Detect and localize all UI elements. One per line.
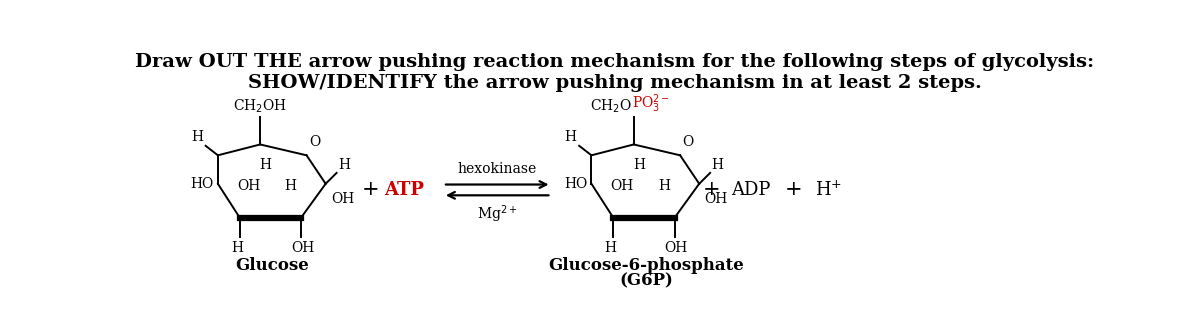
Text: ADP: ADP xyxy=(731,181,770,199)
Text: H: H xyxy=(259,158,271,172)
Text: CH$_2$O: CH$_2$O xyxy=(590,97,632,115)
Text: +: + xyxy=(785,180,802,200)
Text: (G6P): (G6P) xyxy=(619,272,673,289)
Text: H: H xyxy=(634,158,646,172)
Text: OH: OH xyxy=(611,179,634,193)
Text: +: + xyxy=(703,180,721,200)
Text: H: H xyxy=(191,130,203,144)
Text: O: O xyxy=(683,135,694,149)
Text: hexokinase: hexokinase xyxy=(457,162,536,176)
Text: H: H xyxy=(284,179,296,193)
Text: ATP: ATP xyxy=(384,181,425,199)
Text: SHOW/IDENTIFY the arrow pushing mechanism in at least 2 steps.: SHOW/IDENTIFY the arrow pushing mechanis… xyxy=(248,74,982,92)
Text: Draw OUT THE arrow pushing reaction mechanism for the following steps of glycoly: Draw OUT THE arrow pushing reaction mech… xyxy=(136,53,1094,71)
Text: H: H xyxy=(605,241,617,255)
Text: H: H xyxy=(564,130,576,144)
Text: OH: OH xyxy=(665,241,688,255)
Text: HO: HO xyxy=(191,177,214,191)
Text: H: H xyxy=(338,158,350,172)
Text: OH: OH xyxy=(704,192,728,206)
Text: CH$_2$OH: CH$_2$OH xyxy=(233,97,287,115)
Text: Glucose-6-phosphate: Glucose-6-phosphate xyxy=(548,257,744,274)
Text: H: H xyxy=(659,179,671,193)
Text: H$^{+}$: H$^{+}$ xyxy=(815,180,841,200)
Text: O: O xyxy=(308,135,320,149)
Text: Glucose: Glucose xyxy=(235,257,310,274)
Text: Mg$^{2+}$: Mg$^{2+}$ xyxy=(478,204,517,225)
Text: OH: OH xyxy=(331,192,354,206)
Text: OH: OH xyxy=(236,179,260,193)
Text: HO: HO xyxy=(564,177,587,191)
Text: H: H xyxy=(712,158,724,172)
Text: +: + xyxy=(362,180,379,200)
Text: OH: OH xyxy=(290,241,314,255)
Text: H: H xyxy=(230,241,242,255)
Text: PO$_3^{2-}$: PO$_3^{2-}$ xyxy=(632,92,671,115)
